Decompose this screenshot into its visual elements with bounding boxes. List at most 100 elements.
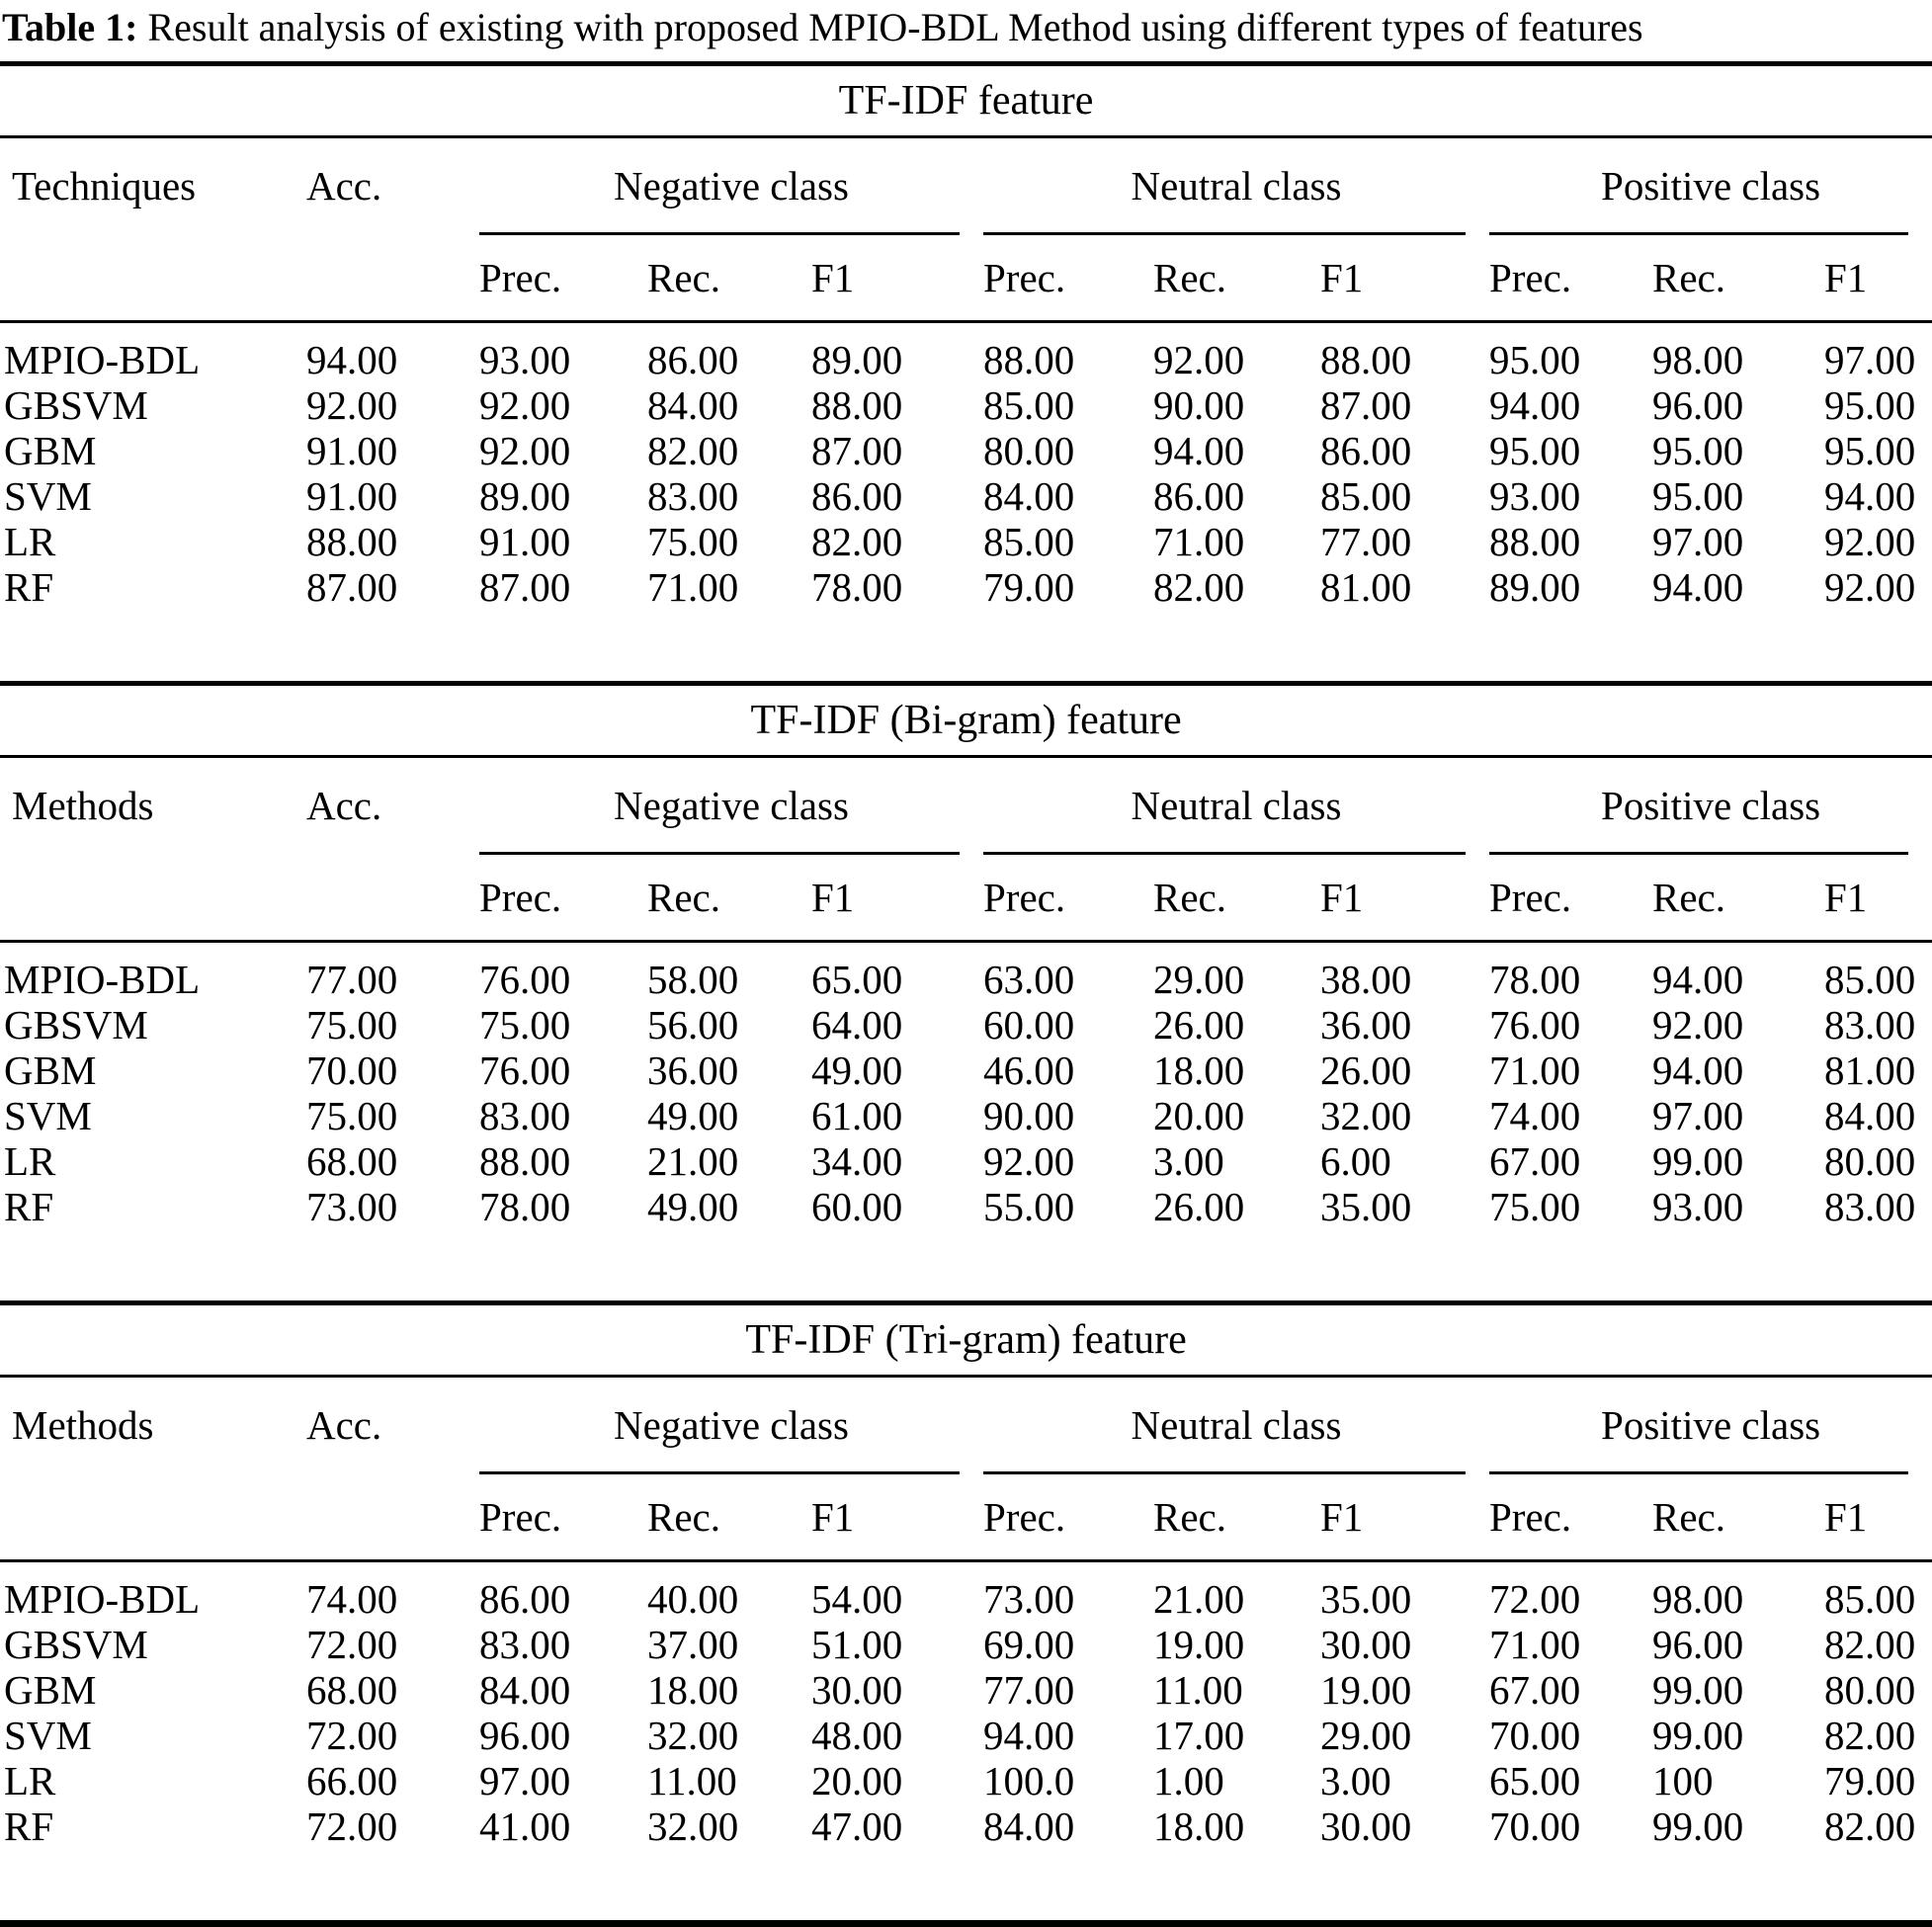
method-cell: SVM xyxy=(4,473,92,519)
cell: 74.00 xyxy=(306,1576,398,1622)
method-cell: LR xyxy=(4,1138,56,1184)
section-title: TF-IDF feature xyxy=(0,63,1932,138)
cell: 26.00 xyxy=(1153,1184,1245,1229)
column-header-prec: Prec. xyxy=(1489,1474,1652,1562)
cell: 32.00 xyxy=(647,1713,739,1758)
spacer xyxy=(0,1474,306,1562)
method-cell: GBM xyxy=(4,1047,97,1093)
cell: 30.00 xyxy=(811,1667,903,1713)
column-header-rec: Rec. xyxy=(1652,235,1824,323)
cell: 84.00 xyxy=(647,382,739,428)
table-row: RF 72.00 41.00 32.00 47.00 84.00 18.00 3… xyxy=(0,1803,1932,1924)
cell: 85.00 xyxy=(1824,957,1916,1002)
cell: 97.00 xyxy=(1652,1093,1744,1138)
table-tfidf-trigram: TF-IDF (Tri-gram) feature Methods Acc. N… xyxy=(0,1305,1932,1927)
method-cell: MPIO-BDL xyxy=(4,337,201,382)
cell: 48.00 xyxy=(811,1713,903,1758)
cell: 78.00 xyxy=(479,1184,571,1229)
column-group-rule xyxy=(983,1471,1489,1474)
cell: 65.00 xyxy=(1489,1758,1581,1803)
cell: 88.00 xyxy=(811,382,903,428)
cell: 38.00 xyxy=(1320,957,1412,1002)
table-row: GBM 91.00 92.00 82.00 87.00 80.00 94.00 … xyxy=(0,428,1932,473)
cell: 49.00 xyxy=(647,1093,739,1138)
column-header-prec: Prec. xyxy=(1489,235,1652,323)
cell: 94.00 xyxy=(306,337,398,382)
method-cell: SVM xyxy=(4,1093,92,1138)
method-cell: LR xyxy=(4,1758,56,1803)
cell: 67.00 xyxy=(1489,1667,1581,1713)
cell: 21.00 xyxy=(1153,1576,1245,1622)
cell: 79.00 xyxy=(1824,1758,1916,1803)
cell: 75.00 xyxy=(479,1002,571,1047)
cell: 35.00 xyxy=(1320,1576,1412,1622)
cell: 20.00 xyxy=(811,1758,903,1803)
cell: 83.00 xyxy=(479,1622,571,1667)
cell: 94.00 xyxy=(1652,564,1744,610)
column-header-f1: F1 xyxy=(1824,855,1932,943)
cell: 76.00 xyxy=(479,957,571,1002)
group-header-neutral: Neutral class xyxy=(1131,1401,1342,1448)
cell: 21.00 xyxy=(647,1138,739,1184)
cell: 68.00 xyxy=(306,1138,398,1184)
cell: 40.00 xyxy=(647,1576,739,1622)
cell: 77.00 xyxy=(983,1667,1075,1713)
method-cell: GBM xyxy=(4,1667,97,1713)
cell: 70.00 xyxy=(1489,1713,1581,1758)
cell: 87.00 xyxy=(1320,382,1412,428)
cell: 90.00 xyxy=(983,1093,1075,1138)
cell: 75.00 xyxy=(1489,1184,1581,1229)
cell: 92.00 xyxy=(479,382,571,428)
cell: 81.00 xyxy=(1320,564,1412,610)
cell: 60.00 xyxy=(983,1002,1075,1047)
cell: 49.00 xyxy=(811,1047,903,1093)
cell: 54.00 xyxy=(811,1576,903,1622)
group-header-neutral: Neutral class xyxy=(1131,782,1342,828)
column-header-acc: Acc. xyxy=(306,782,382,828)
cell: 94.00 xyxy=(1489,382,1581,428)
cell: 19.00 xyxy=(1320,1667,1412,1713)
cell: 72.00 xyxy=(306,1803,398,1849)
cell: 36.00 xyxy=(1320,1002,1412,1047)
column-group-rule xyxy=(1489,232,1932,235)
cell: 85.00 xyxy=(1824,1576,1916,1622)
group-header-positive: Positive class xyxy=(1601,162,1821,209)
table-row: GBM 70.00 76.00 36.00 49.00 46.00 18.00 … xyxy=(0,1047,1932,1093)
cell: 68.00 xyxy=(306,1667,398,1713)
cell: 69.00 xyxy=(983,1622,1075,1667)
cell: 1.00 xyxy=(1153,1758,1224,1803)
cell: 93.00 xyxy=(1489,473,1581,519)
cell: 32.00 xyxy=(1320,1093,1412,1138)
column-header-f1: F1 xyxy=(1320,235,1489,323)
cell: 84.00 xyxy=(479,1667,571,1713)
method-cell: RF xyxy=(4,564,54,610)
cell: 96.00 xyxy=(479,1713,571,1758)
table-row: GBSVM 72.00 83.00 37.00 51.00 69.00 19.0… xyxy=(0,1622,1932,1667)
method-cell: RF xyxy=(4,1803,54,1849)
column-header-rec: Rec. xyxy=(1153,1474,1320,1562)
table-row: LR 66.00 97.00 11.00 20.00 100.0 1.00 3.… xyxy=(0,1758,1932,1803)
cell: 94.00 xyxy=(1652,957,1744,1002)
column-header-rec: Rec. xyxy=(647,855,811,943)
spacer xyxy=(306,1474,479,1562)
cell: 3.00 xyxy=(1153,1138,1224,1184)
cell: 77.00 xyxy=(306,957,398,1002)
column-header-rec: Rec. xyxy=(1153,855,1320,943)
cell: 77.00 xyxy=(1320,519,1412,564)
cell: 80.00 xyxy=(983,428,1075,473)
cell: 82.00 xyxy=(1824,1713,1916,1758)
cell: 95.00 xyxy=(1652,473,1744,519)
cell: 58.00 xyxy=(647,957,739,1002)
table-row: GBM 68.00 84.00 18.00 30.00 77.00 11.00 … xyxy=(0,1667,1932,1713)
cell: 85.00 xyxy=(1320,473,1412,519)
cell: 91.00 xyxy=(306,473,398,519)
cell: 95.00 xyxy=(1824,428,1916,473)
cell: 47.00 xyxy=(811,1803,903,1849)
column-header-f1: F1 xyxy=(811,1474,983,1562)
method-cell: GBM xyxy=(4,428,97,473)
column-header-acc: Acc. xyxy=(306,1401,382,1448)
cell: 41.00 xyxy=(479,1803,571,1849)
cell: 65.00 xyxy=(811,957,903,1002)
table-caption-text: Result analysis of existing with propose… xyxy=(137,5,1643,49)
cell: 56.00 xyxy=(647,1002,739,1047)
